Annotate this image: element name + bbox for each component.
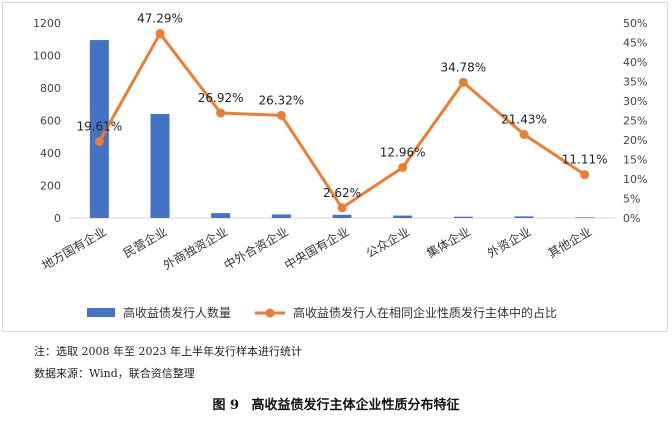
x-tick-label: 集体企业 [424,224,473,261]
bar [89,40,109,218]
y-right-tick-label: 50% [623,17,647,30]
y-right-tick-label: 0% [623,212,640,225]
data-label: 26.32% [258,93,304,107]
y-left-tick-label: 400 [40,147,61,160]
data-label: 12.96% [380,145,426,159]
y-right-tick-label: 45% [623,37,647,50]
line-point [519,129,529,139]
bar [393,215,413,218]
x-tick-label: 地方国有企业 [39,224,109,273]
figure-title: 高收益债发行主体企业性质分布特征 [251,398,460,413]
y-right-tick-label: 10% [623,173,647,186]
line-point [216,108,226,118]
x-tick-label: 外资企业 [484,224,533,261]
x-tick-label: 中央国有企业 [282,224,352,273]
bar [211,213,231,218]
y-right-tick-label: 15% [623,154,647,167]
figure-number: 图 9 [212,398,240,413]
chart-svg: 0 200 400 600 800 1000 1200 0% 5% 10% 15% 20% 25% 30%… [33,12,647,320]
legend-bar-swatch [87,308,115,317]
figure-caption: 图 9 高收益债发行主体企业性质分布特征 [0,394,672,413]
legend-bar-label: 高收益债发行人数量 [123,305,231,320]
y-left-tick-label: 800 [40,82,61,95]
y-left-tick-label: 200 [40,180,61,193]
y-right-tick-label: 5% [623,193,640,206]
y-right-tick-label: 30% [623,95,647,108]
line-point [580,170,590,180]
y-right-tick-label: 35% [623,76,647,89]
note-source: 数据来源：Wind，联合资信整理 [34,367,195,380]
y-left-tick-label: 1200 [33,17,61,30]
x-tick-label: 其他企业 [545,224,594,261]
bar [575,217,595,218]
bar [453,216,473,218]
data-label: 19.61% [76,120,122,134]
bar [332,214,352,218]
line-point [276,110,286,120]
legend-line-label: 高收益债发行人在相同企业性质发行主体中的占比 [293,305,557,320]
x-tick-label: 公众企业 [363,224,412,261]
line-point [398,162,408,172]
data-label: 21.43% [501,112,547,126]
data-label: 11.11% [562,153,608,167]
y-right-tick-label: 25% [623,115,647,128]
x-tick-label: 外商独资企业 [160,224,230,273]
bar [150,114,170,218]
legend-line-marker [265,308,275,318]
line-point [337,203,347,213]
y-right-tick-label: 20% [623,134,647,147]
data-label: 26.92% [198,91,244,105]
note-sample: 注：选取 2008 年至 2023 年上半年发行样本进行统计 [34,345,302,358]
y-left-tick-label: 0 [54,212,61,225]
data-label: 47.29% [137,12,183,26]
y-right-tick-label: 40% [623,56,647,69]
data-label: 34.78% [440,60,486,74]
chart-container: 0 200 400 600 800 1000 1200 0% 5% 10% 15% 20% 25% 30%… [2,2,668,332]
bar [514,216,534,218]
line-point [458,77,468,87]
x-tick-label: 民营企业 [120,224,169,261]
line-point [94,137,104,147]
y-left-tick-label: 1000 [33,50,61,63]
y-left-tick-label: 600 [40,115,61,128]
line-point [155,29,165,39]
bar [271,214,291,218]
x-tick-label: 中外合资企业 [221,224,291,273]
data-label: 2.62% [323,186,361,200]
